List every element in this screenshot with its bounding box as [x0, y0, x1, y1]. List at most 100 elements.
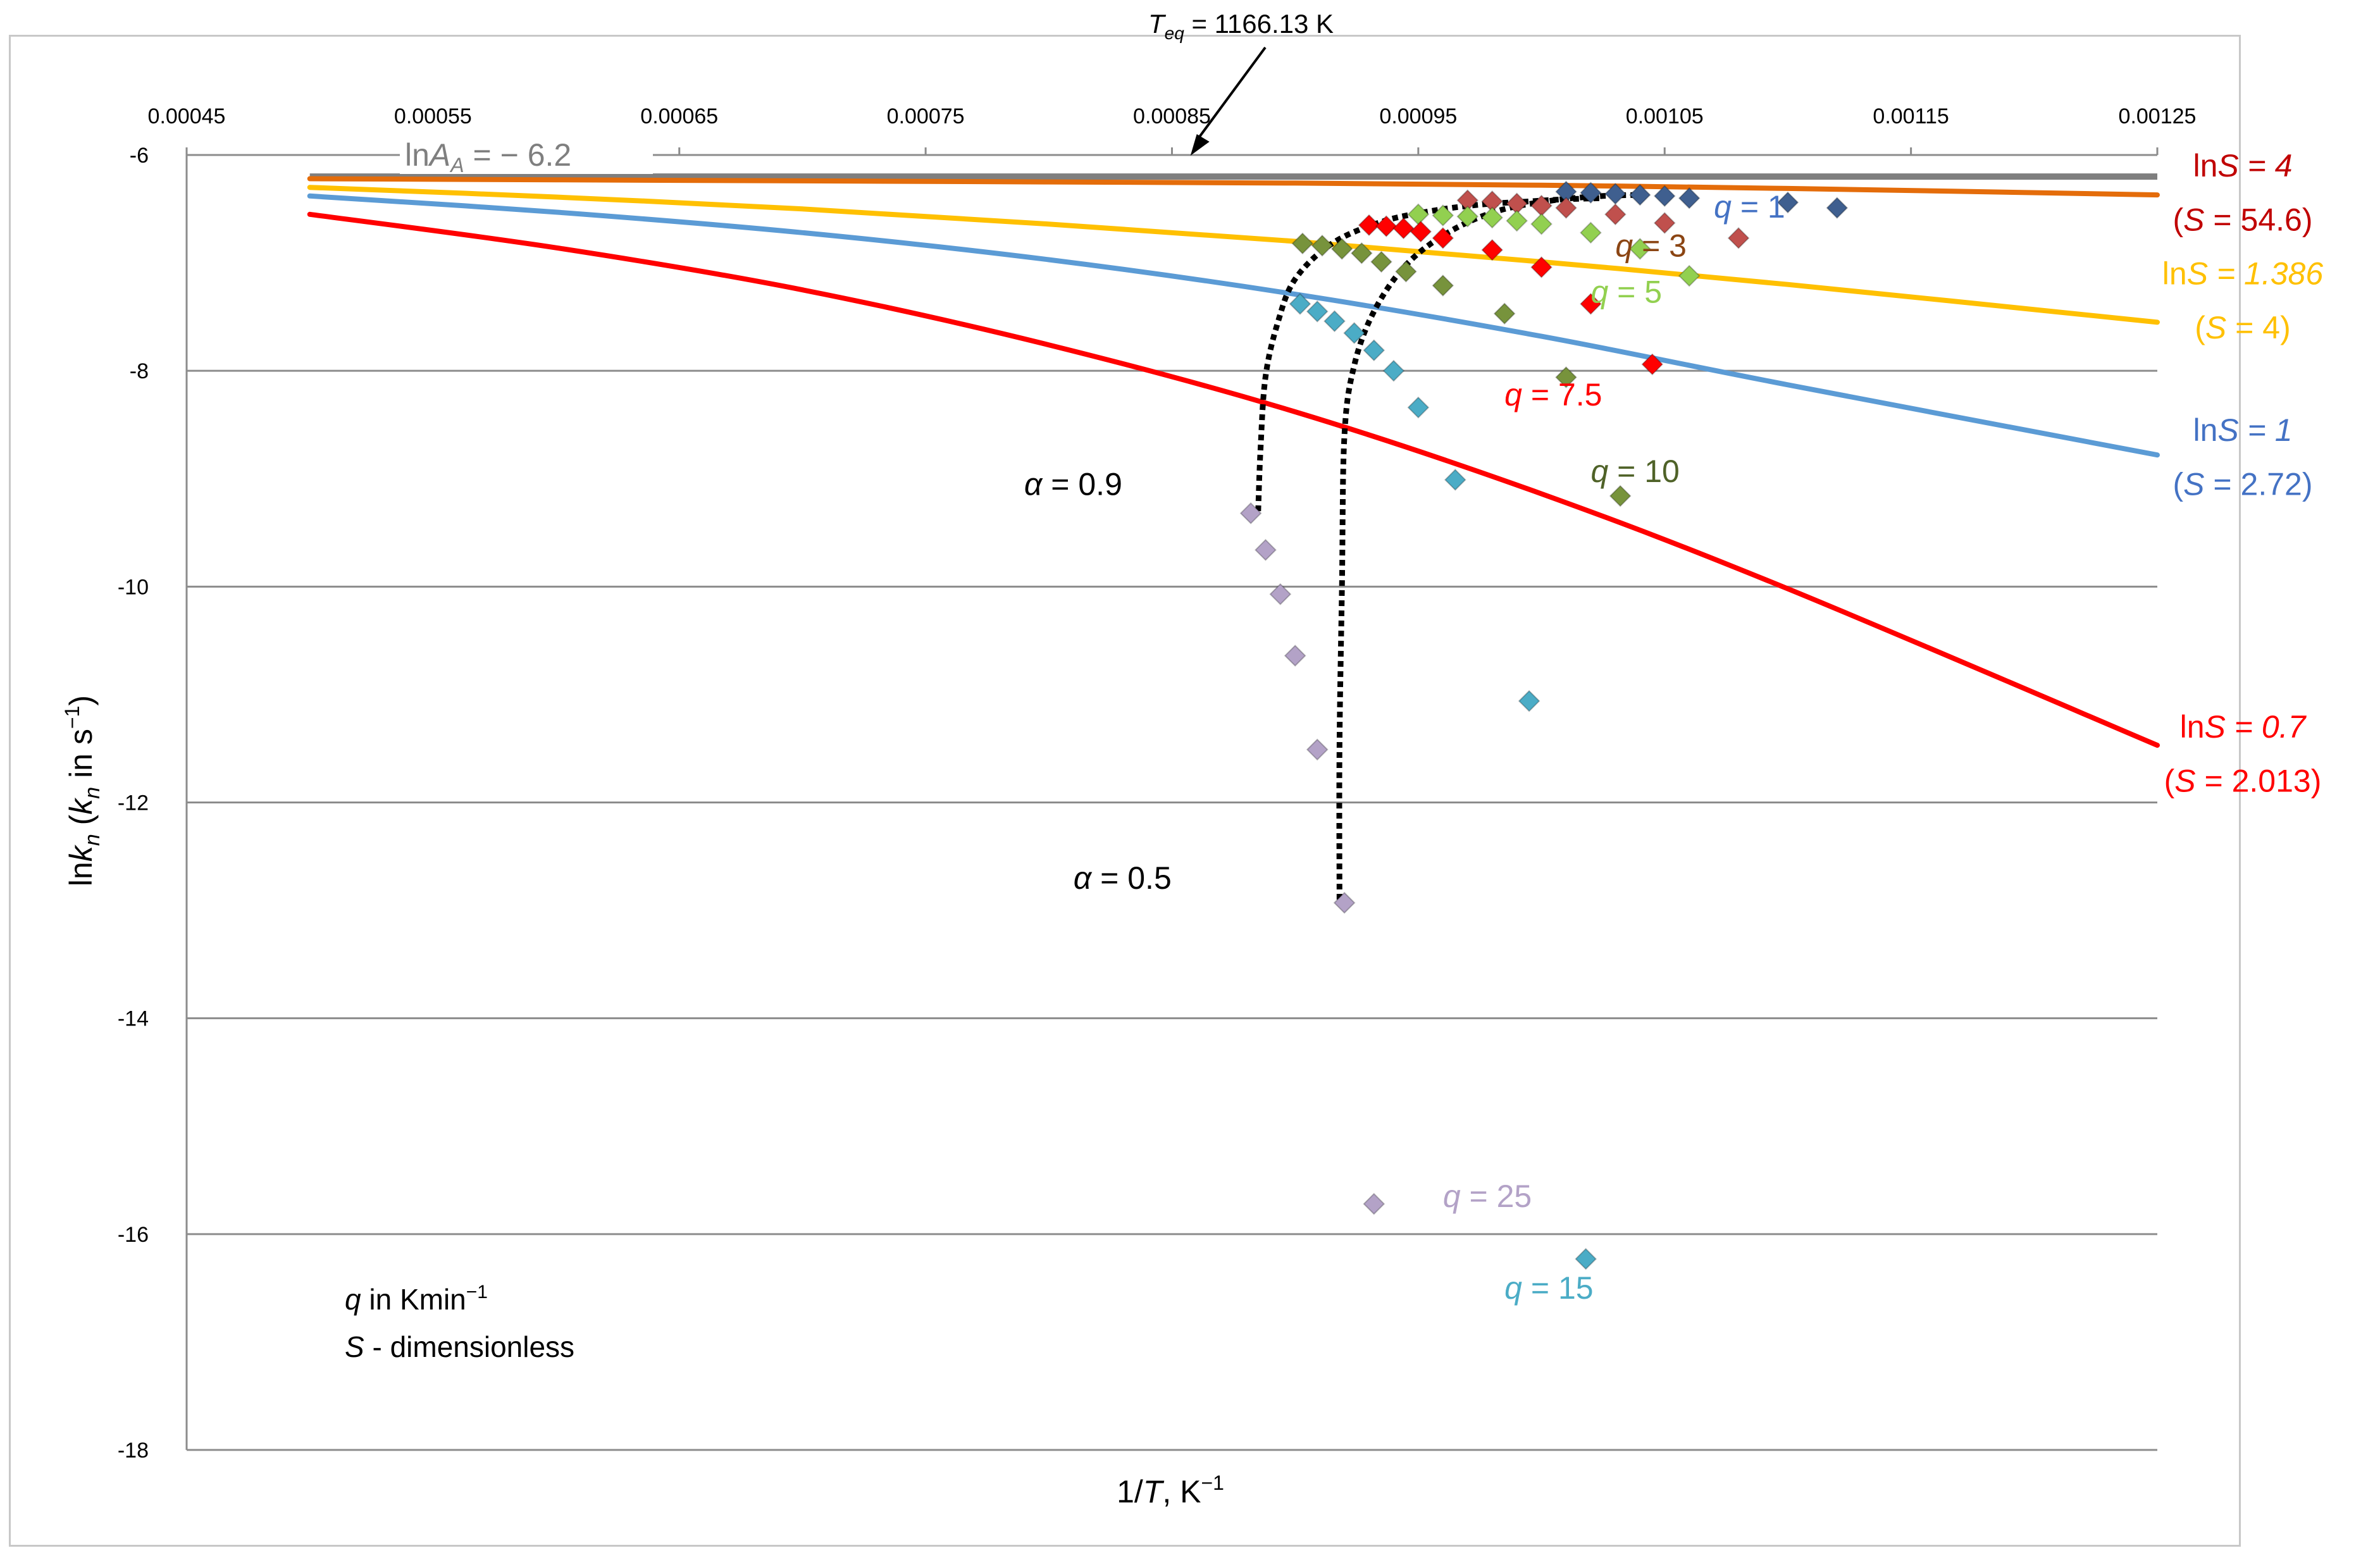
data-point	[1727, 226, 1750, 249]
gridlines	[185, 147, 2159, 1451]
series-label: q = 10	[1590, 454, 1679, 489]
data-point	[1653, 185, 1676, 207]
data-point	[1580, 292, 1602, 315]
y-tick-label: -12	[118, 791, 149, 815]
curve-sublabel: (S = 2.72)	[2173, 466, 2313, 502]
x-tick-label: 0.00085	[1133, 104, 1211, 128]
data-point	[1456, 205, 1479, 228]
y-tick-label: -14	[118, 1007, 149, 1031]
x-tick-label: 0.00045	[148, 104, 226, 128]
x-tick-label: 0.00095	[1379, 104, 1457, 128]
data-point	[1289, 292, 1311, 315]
model-curve	[307, 185, 2160, 325]
y-axis-title: lnkn (kn in s−1)	[61, 695, 104, 886]
data-point	[1306, 300, 1329, 323]
teq-arrow-head	[1190, 134, 1210, 156]
data-point	[1580, 182, 1602, 204]
data-point	[1375, 215, 1398, 237]
series-label: q = 15	[1504, 1270, 1593, 1306]
y-tick-label: -6	[130, 144, 149, 168]
series-label: q = 1	[1714, 189, 1785, 225]
series-label: q = 3	[1615, 228, 1687, 263]
series-label: q = 25	[1443, 1179, 1532, 1214]
data-point	[1239, 502, 1262, 524]
reference-label-bg	[400, 131, 653, 174]
data-point	[1432, 226, 1454, 249]
x-tick-label: 0.00065	[640, 104, 718, 128]
alpha-label: α = 0.5	[1074, 860, 1172, 896]
teq-label: Teq = 1166.13 K	[1148, 9, 1334, 43]
alpha-label: α = 0.9	[1024, 466, 1122, 502]
curve-sublabel: (S = 2.013)	[2164, 763, 2322, 798]
alpha-curve	[1255, 195, 1604, 512]
x-tick-label: 0.00075	[887, 104, 965, 128]
data-point	[1410, 220, 1432, 243]
curve-sublabel: (S = 4)	[2195, 310, 2290, 345]
data-point	[1653, 212, 1676, 234]
curve-label: lnS = 0.7	[2180, 709, 2307, 745]
x-tick-label: 0.00055	[394, 104, 472, 128]
data-point	[1432, 274, 1454, 297]
model-curve	[307, 211, 2160, 748]
note-q-units: q in Kmin−1	[345, 1282, 488, 1316]
data-point	[1392, 217, 1415, 240]
data-point	[1306, 738, 1329, 761]
data-point	[1641, 353, 1664, 376]
x-tick-label: 0.00125	[2119, 104, 2197, 128]
data-point	[1580, 221, 1602, 244]
data-point	[1311, 234, 1334, 257]
x-axis-title: 1/T, K−1	[1117, 1471, 1224, 1509]
reference-label: lnAA = − 6.2	[405, 137, 571, 176]
data-point	[1284, 645, 1306, 667]
data-point	[1506, 209, 1528, 232]
data-point	[1323, 310, 1346, 333]
data-point	[1604, 203, 1627, 226]
data-point	[1628, 237, 1651, 260]
data-point	[1530, 213, 1553, 235]
data-point	[1609, 485, 1632, 507]
data-point	[1255, 538, 1277, 561]
data-point	[1363, 1192, 1385, 1215]
curve-label: lnS = 1.386	[2162, 256, 2324, 292]
data-point	[1432, 204, 1454, 226]
data-point	[1291, 232, 1314, 255]
data-point	[1518, 690, 1540, 712]
data-point	[1678, 187, 1701, 209]
alpha-curve	[1336, 192, 1640, 900]
model-curve	[307, 176, 2160, 198]
data-point	[1628, 183, 1651, 206]
data-point	[1343, 322, 1366, 344]
data-point	[1407, 203, 1430, 226]
curve-label: lnS = 4	[2193, 148, 2292, 183]
series-label: q = 7.5	[1504, 377, 1602, 412]
data-point	[1481, 238, 1504, 261]
y-tick-label: -8	[130, 359, 149, 383]
data-point	[1358, 214, 1380, 237]
data-point	[1493, 302, 1516, 325]
data-point	[1407, 396, 1430, 419]
data-point	[1330, 237, 1353, 260]
data-point	[1363, 339, 1385, 362]
model-curves	[307, 173, 2160, 748]
x-tick-label: 0.00115	[1873, 104, 1949, 128]
data-point	[1575, 1247, 1597, 1270]
data-point	[1678, 264, 1701, 287]
data-point	[1370, 251, 1392, 273]
curve-sublabel: (S = 54.6)	[2173, 202, 2313, 237]
chart-labels: -6 -8 -10 -12 -14 -16 -18 0.00045 0.00055 0.00065…	[61, 9, 2323, 1509]
chart-frame	[9, 35, 2241, 1547]
note-s-units: S - dimensionless	[345, 1330, 574, 1363]
data-point	[1530, 256, 1553, 278]
teq-arrow-line	[1196, 46, 1267, 142]
data-point	[1776, 191, 1799, 214]
y-tick-label: -10	[118, 575, 149, 599]
data-point	[1350, 242, 1373, 264]
series-label: q = 5	[1590, 275, 1662, 310]
data-point	[1604, 182, 1627, 205]
data-point	[1555, 366, 1577, 388]
data-point	[1555, 197, 1577, 220]
data-point	[1394, 260, 1417, 283]
data-point	[1382, 359, 1405, 382]
y-tick-label: -18	[118, 1439, 149, 1463]
